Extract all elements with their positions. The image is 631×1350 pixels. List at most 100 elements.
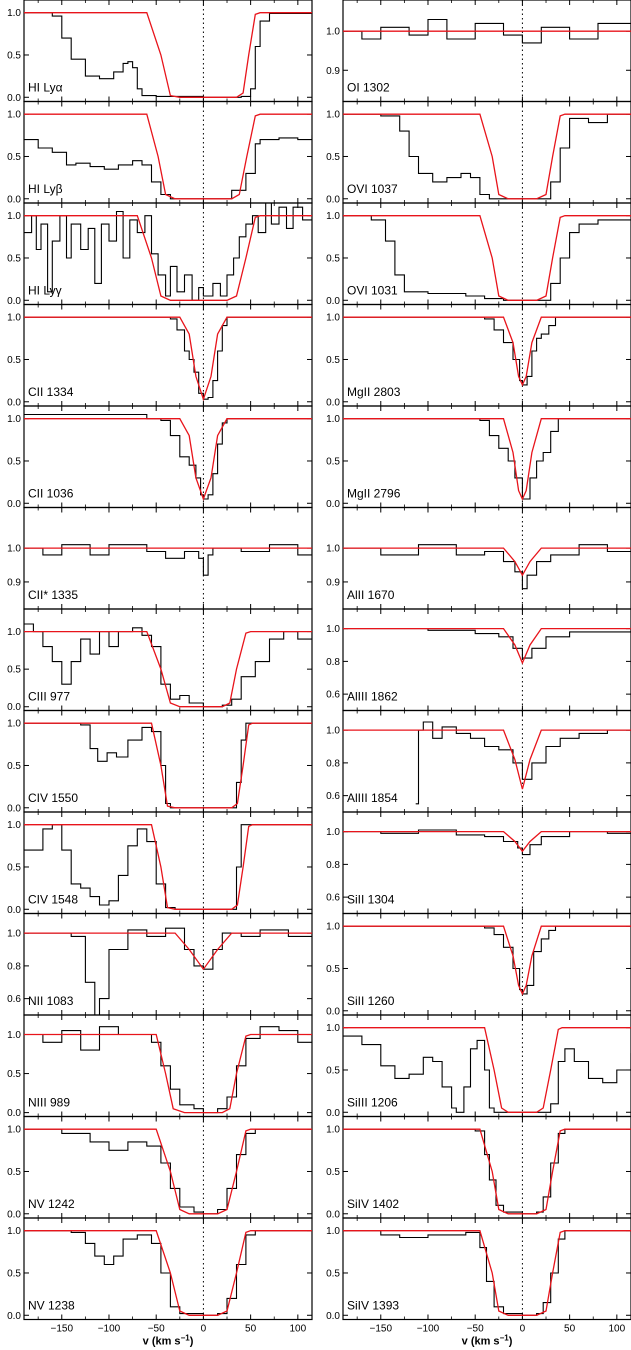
y-tick-label: 0.0 — [326, 397, 340, 408]
panel-right-6: 0.6 0.8 1.0 AlIII 1862 — [326, 608, 631, 712]
ion-label: HI Lyβ — [28, 182, 63, 196]
model-fit — [343, 547, 631, 577]
model-fit — [343, 316, 631, 387]
y-tick-label: 1.0 — [326, 922, 340, 933]
data-spectrum — [24, 203, 312, 301]
panel-left-0: 0.0 0.5 1.0 HI Lyα — [7, 0, 313, 104]
x-axis-title-close: ) — [509, 1336, 513, 1348]
y-tick-label: 1.0 — [7, 313, 21, 324]
y-tick-label: 0.9 — [326, 66, 340, 77]
panel-right-5: 0.9 1.0 AlII 1670 — [326, 506, 631, 610]
y-tick-label: 0.0 — [326, 194, 340, 205]
model-fit — [24, 1230, 312, 1316]
x-tick-label: −50 — [467, 1324, 484, 1335]
y-tick-label: 1.0 — [326, 1125, 340, 1136]
data-spectrum — [343, 113, 631, 200]
ion-label: NV 1238 — [28, 1299, 75, 1313]
panel-left-11: 0.0 0.5 1.0 NV 1242 — [7, 1115, 313, 1220]
y-tick-label: 1.0 — [7, 110, 21, 121]
y-tick-label: 0.0 — [7, 93, 21, 104]
panels-group: 0.0 0.5 1.0 HI Lyα 0.0 0.5 1.0 HI Lyβ 0.0 0.5 1.0 H… — [7, 0, 631, 1335]
y-tick-label: 0.5 — [326, 1167, 340, 1178]
x-axis-title-main: v (km s — [143, 1336, 181, 1348]
panel-frame — [342, 1217, 631, 1321]
y-tick-label: 0.6 — [326, 893, 340, 904]
y-tick-label: 0.5 — [326, 253, 340, 264]
y-tick-label: 1.0 — [7, 1030, 21, 1041]
y-tick-label: 1.0 — [7, 1125, 21, 1136]
x-axis-title-main: v (km s — [462, 1336, 500, 1348]
panel-left-7: 0.0 0.5 1.0 CIV 1550 — [7, 709, 313, 814]
data-spectrum — [24, 623, 312, 708]
x-tick-label: −100 — [98, 1324, 121, 1335]
model-fit — [343, 729, 631, 790]
panel-right-11: 0.0 0.5 1.0 SiIV 1402 — [326, 1115, 631, 1220]
data-spectrum — [24, 135, 312, 200]
y-tick-label: 1.0 — [7, 1226, 21, 1237]
ion-label: AlIII 1854 — [347, 791, 398, 805]
y-tick-label: 0.8 — [326, 860, 340, 871]
y-tick-label: 0.8 — [326, 657, 340, 668]
model-fit — [24, 215, 312, 301]
model-fit — [343, 627, 631, 665]
panel-left-8: 0.0 0.5 1.0 CIV 1548 — [7, 811, 313, 916]
y-tick-label: 1.0 — [326, 27, 340, 38]
ion-label: OI 1302 — [347, 81, 390, 95]
data-spectrum — [343, 925, 631, 995]
y-tick-label: 0.0 — [326, 1311, 340, 1322]
panel-frame — [23, 202, 313, 306]
y-tick-label: 0.6 — [326, 791, 340, 802]
data-spectrum — [343, 544, 631, 590]
panel-left-10: 0.0 0.5 1.0 NIII 989 — [7, 1014, 313, 1119]
ion-label: CIII 977 — [28, 690, 70, 704]
ion-label: SiIII 1206 — [347, 1096, 398, 1110]
panel-frame — [23, 1217, 313, 1321]
ion-label: AlII 1670 — [347, 588, 395, 602]
panel-left-12: −150 −100 −50 0 50 100 0.0 0.5 1.0 NV 1238 — [7, 1217, 313, 1335]
data-spectrum — [24, 413, 312, 500]
y-tick-label: 0.8 — [326, 758, 340, 769]
y-tick-label: 0.5 — [326, 152, 340, 163]
data-spectrum — [24, 316, 312, 400]
ion-label: MgII 2796 — [347, 487, 401, 501]
data-spectrum — [24, 1230, 312, 1316]
ion-label: SiIV 1393 — [347, 1299, 399, 1313]
model-fit — [343, 215, 631, 301]
ion-label: SiIV 1402 — [347, 1197, 399, 1211]
y-tick-label: 0.5 — [7, 50, 21, 61]
panel-left-6: 0.0 0.5 1.0 CIII 977 — [7, 608, 313, 713]
y-tick-label: 0.0 — [7, 702, 21, 713]
ion-label: CIV 1550 — [28, 791, 78, 805]
y-tick-label: 0.5 — [7, 1069, 21, 1080]
x-tick-label: −150 — [370, 1324, 393, 1335]
y-tick-label: 1.0 — [326, 624, 340, 635]
panel-right-8: 0.6 0.8 1.0 SiII 1304 — [326, 811, 631, 915]
y-tick-label: 0.0 — [7, 1311, 21, 1322]
panel-right-4: 0.0 0.5 1.0 MgII 2796 — [326, 405, 631, 510]
y-tick-label: 1.0 — [326, 313, 340, 324]
x-axis-title-left: v (km s−1) — [143, 1334, 194, 1348]
data-spectrum — [343, 1035, 631, 1113]
model-fit — [24, 418, 312, 501]
y-tick-label: 0.5 — [326, 964, 340, 975]
y-tick-label: 0.0 — [326, 1209, 340, 1220]
y-tick-label: 1.0 — [7, 627, 21, 638]
ion-label: NIII 989 — [28, 1096, 70, 1110]
x-tick-label: 50 — [564, 1324, 576, 1335]
model-fit — [24, 722, 312, 809]
data-spectrum — [415, 721, 631, 805]
x-tick-label: 50 — [245, 1324, 257, 1335]
y-tick-label: 0.0 — [326, 1108, 340, 1119]
y-tick-label: 0.5 — [326, 456, 340, 467]
panel-right-2: 0.0 0.5 1.0 OVI 1031 — [326, 202, 631, 307]
ion-label: HI Lyγ — [28, 284, 62, 298]
data-spectrum — [343, 18, 631, 44]
panel-left-1: 0.0 0.5 1.0 HI Lyβ — [7, 100, 313, 205]
ion-label: HI Lyα — [28, 81, 63, 95]
x-tick-label: −100 — [417, 1324, 440, 1335]
y-tick-label: 1.0 — [7, 544, 21, 555]
y-tick-label: 0.0 — [7, 194, 21, 205]
y-tick-label: 0.0 — [7, 397, 21, 408]
x-axis-title-right: v (km s−1) — [462, 1334, 513, 1348]
